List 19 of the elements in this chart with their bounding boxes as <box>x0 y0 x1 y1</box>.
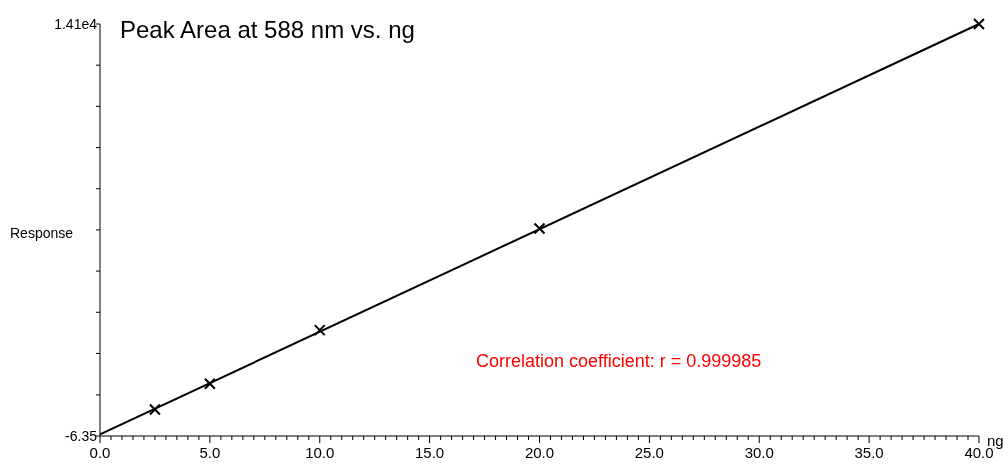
point <box>533 222 546 235</box>
point <box>313 324 326 337</box>
x-tick-label: 25.0 <box>634 444 664 461</box>
point <box>203 377 216 390</box>
y-axis-title: Response <box>10 225 74 241</box>
x-tick-label: 15.0 <box>415 444 445 461</box>
x-tick-label: 0.0 <box>89 444 111 461</box>
x-tick-label: 30.0 <box>744 444 774 461</box>
x-tick-label: 35.0 <box>854 444 884 461</box>
x-axis-title: ng <box>987 432 1004 449</box>
chart-title: Peak Area at 588 nm vs. ng <box>120 16 415 43</box>
point <box>973 18 985 30</box>
x-tick-label: 20.0 <box>524 444 555 461</box>
x-tick-label: 5.0 <box>199 444 221 461</box>
annotation: Correlation coefficient: r = 0.999985 <box>476 351 762 371</box>
y-tick-label: -6.35 <box>65 428 98 444</box>
point <box>148 403 161 416</box>
x-tick-label: 10.0 <box>305 444 335 461</box>
y-tick-label: 1.41e4 <box>54 16 98 32</box>
